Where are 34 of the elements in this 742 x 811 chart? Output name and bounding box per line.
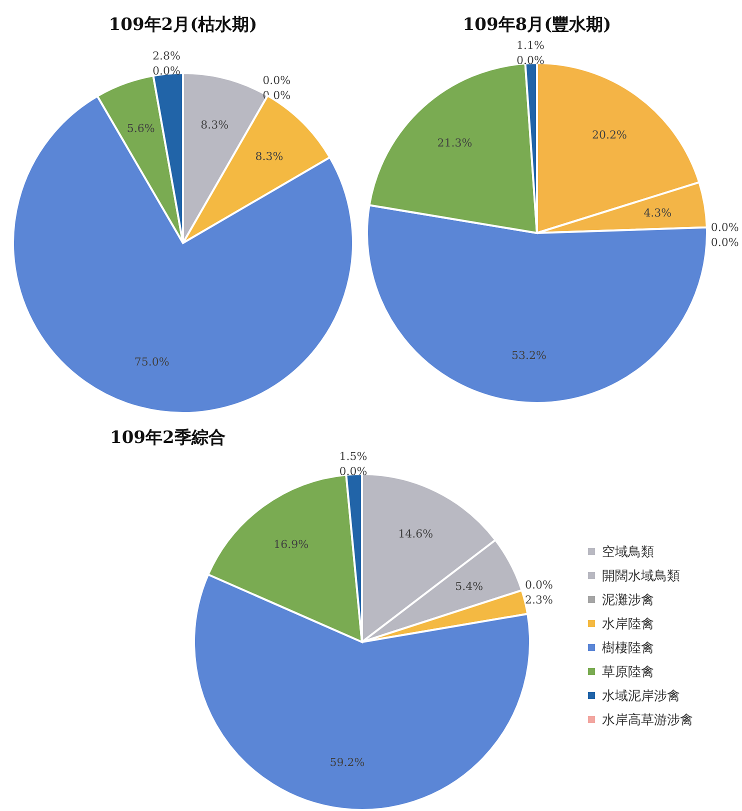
data-label: 75.0%	[134, 355, 170, 368]
data-label: 16.9%	[274, 538, 309, 551]
data-label: 1.1%	[516, 39, 544, 52]
text: 0.0%	[516, 54, 544, 68]
data-label: 21.3%	[437, 136, 472, 150]
text: 0.0%	[152, 64, 180, 78]
data-label: 2.3%	[524, 594, 553, 607]
data-label: 1.5%	[339, 450, 368, 464]
data-label: 14.6%	[398, 528, 434, 541]
chart-title: 109年2季綜合	[110, 428, 226, 448]
legend-label: 水岸陸禽	[602, 617, 654, 632]
legend-label: 泥灘涉禽	[602, 593, 654, 608]
legend-label: 水域泥岸涉禽	[602, 689, 680, 704]
data-label: 2.8%	[152, 50, 180, 63]
legend-label: 水岸高草游涉禽	[602, 712, 693, 728]
data-label: 5.4%	[455, 580, 484, 593]
data-label: 59.2%	[330, 756, 365, 770]
data-label: 53.2%	[511, 349, 546, 362]
data-label: 20.2%	[592, 128, 627, 142]
data-label: 5.6%	[126, 122, 155, 136]
text: 0.0%	[524, 578, 553, 592]
legend-label: 草原陸禽	[602, 665, 654, 680]
chart-title: 109年2月(枯水期)	[108, 15, 258, 35]
data-label: 8.3%	[200, 118, 229, 132]
legend-label: 開闊水域鳥類	[602, 569, 680, 584]
legend-label: 空域鳥類	[602, 545, 654, 560]
text: 0.0%	[339, 465, 368, 478]
text: 0.0%	[710, 236, 739, 249]
chart-title: 109年8月(豐水期)	[462, 15, 612, 35]
text: 0.0%	[262, 74, 291, 87]
data-label: 8.3%	[255, 150, 284, 164]
legend-label: 樹棲陸禽	[602, 641, 654, 656]
data-label: 4.3%	[644, 206, 672, 220]
text: 0.0%	[710, 220, 739, 234]
